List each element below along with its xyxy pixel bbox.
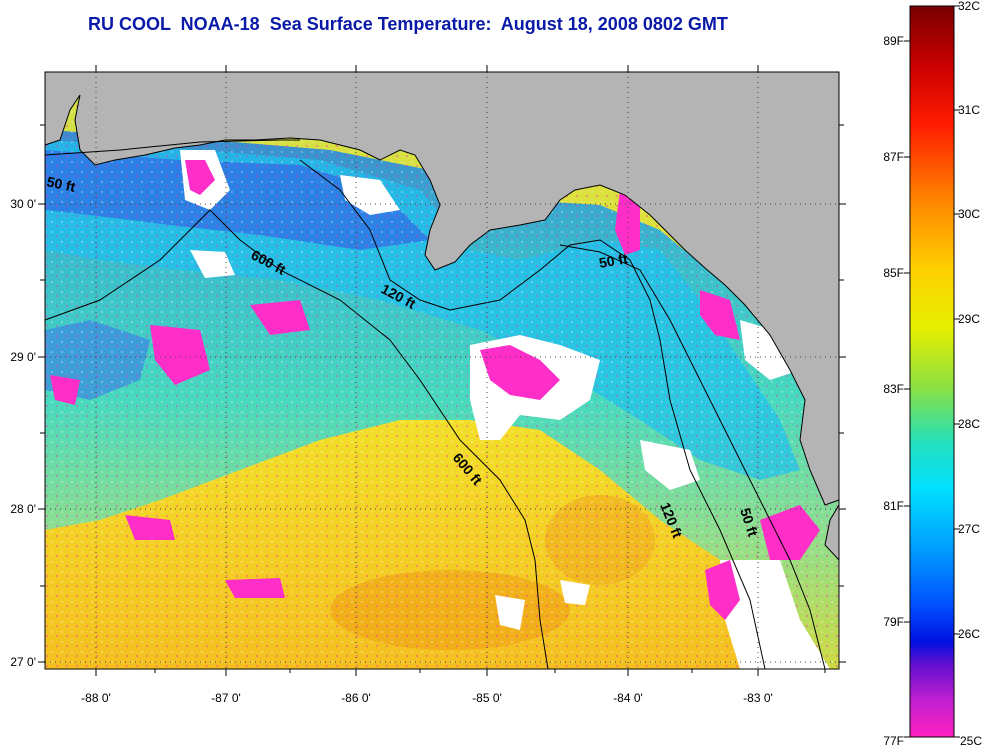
lon-label: -83 0' [743,691,773,705]
map-title: RU COOL NOAA-18 Sea Surface Temperature:… [88,14,728,34]
colorbar-fahrenheit-label: 79F [883,615,904,629]
lon-label: -88 0' [81,691,111,705]
map-frame [44,71,840,670]
lon-label: -87 0' [211,691,241,705]
colorbar-celsius-label: 28C [958,417,980,431]
temperature-colorbar: 32C 31C 30C 29C 28C 27C 26C 25C 89F 87F … [883,0,982,748]
colorbar-fahrenheit-label: 81F [883,499,904,513]
depth-label-50ft-west: 50 ft [45,173,77,195]
colorbar-fahrenheit-label: 77F [883,734,904,748]
depth-contour-lines [44,139,826,670]
lat-label: 27 0' [10,655,36,669]
colorbar-celsius-label: 25C [960,734,982,748]
colorbar-fahrenheit-label: 87F [883,150,904,164]
cloud-mask-patches [50,150,830,669]
lat-label: 28 0' [10,502,36,516]
lat-label: 30 0' [10,197,36,211]
colorbar-gradient [909,5,955,738]
colorbar-fahrenheit-label: 85F [883,266,904,280]
lon-label: -84 0' [613,691,643,705]
colorbar-celsius-label: 31C [958,103,980,117]
axis-tick-marks [38,65,846,676]
colorbar-celsius-label: 26C [958,627,980,641]
colorbar-celsius-label: 30C [958,207,980,221]
lon-label: -85 0' [472,691,502,705]
longitude-labels: -88 0' -87 0' -86 0' -85 0' -84 0' -83 0… [81,691,773,705]
colorbar-celsius-label: 27C [958,522,980,536]
lat-label: 29 0' [10,350,36,364]
latitude-labels: 30 0' 29 0' 28 0' 27 0' [10,197,36,669]
colorbar-celsius-label: 29C [958,312,980,326]
colorbar-celsius-label: 32C [958,0,980,13]
colorbar-fahrenheit-label: 83F [883,382,904,396]
colorbar-fahrenheit-label: 89F [883,34,904,48]
depth-label-50ft-east: 50 ft [598,250,629,271]
lon-label: -86 0' [341,691,371,705]
